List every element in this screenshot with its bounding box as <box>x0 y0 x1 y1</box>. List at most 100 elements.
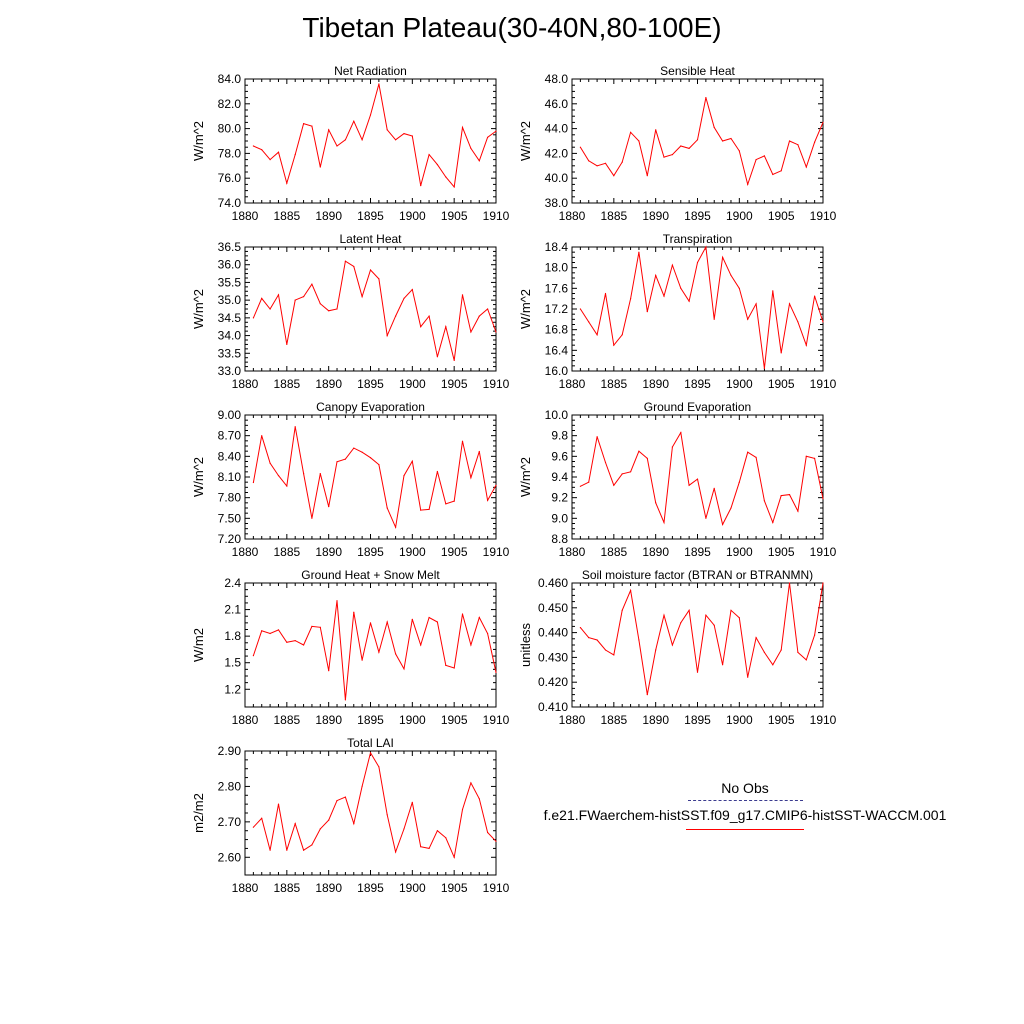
panel-4-data-point <box>630 298 632 300</box>
panel-3-data-point <box>386 335 388 337</box>
panel-2-xtick-label: 1885 <box>600 209 627 223</box>
panel-8-data-point <box>680 622 682 624</box>
panel-6-data-point <box>671 446 674 448</box>
panel-3-data-point <box>428 315 430 317</box>
panel-5-data-point <box>403 475 405 477</box>
panel-5-data-point <box>428 508 430 510</box>
panel-7-data-point <box>353 611 355 613</box>
panel-7-data-point <box>252 655 254 657</box>
panel-3-ytick-label: 35.0 <box>218 293 242 307</box>
panel-6-data-point <box>797 510 799 512</box>
panel-2-data-point <box>671 154 674 156</box>
panel-7-data-point <box>319 626 321 628</box>
panel-2-xtick-label: 1880 <box>559 209 586 223</box>
panel-7-ytick-label: 2.4 <box>224 576 241 590</box>
panel-5-ytick-label: 9.00 <box>218 408 242 422</box>
panel-1-xtick-label: 1890 <box>315 209 342 223</box>
panel-5-data-point <box>369 457 372 459</box>
panel-2-ytick-label: 42.0 <box>545 146 569 160</box>
panel-4-data-point <box>655 274 657 276</box>
panel-4-ytick-label: 18.4 <box>545 240 569 254</box>
panel-3-data-point <box>277 294 280 296</box>
panel-8-data-point <box>596 639 598 641</box>
panel-8-data-point <box>788 582 791 584</box>
panel-1-series-line <box>253 83 497 189</box>
panel-8-title: Soil moisture factor (BTRAN or BTRANMN) <box>582 568 813 582</box>
legend-obs-label: No Obs <box>721 780 769 796</box>
panel-2-ytick-label: 44.0 <box>545 122 569 136</box>
panel-8-xtick-label: 1900 <box>726 713 753 727</box>
panel-2-xtick-label: 1900 <box>726 209 753 223</box>
panel-1-data-point <box>277 151 280 153</box>
panel-2-data-point <box>655 129 657 131</box>
panel-6-data-point <box>655 502 657 504</box>
panel-1-data-point <box>436 164 438 166</box>
panel-3-data-point <box>328 310 330 312</box>
panel-4-ytick-label: 16.4 <box>545 343 569 357</box>
panel-5-xtick-label: 1895 <box>357 545 384 559</box>
panel-3-data-point <box>487 308 489 310</box>
panel-5-data-point <box>353 447 355 449</box>
panel-9-data-point <box>361 785 363 788</box>
panel-4-data-point <box>646 311 648 313</box>
panel-4-data-point <box>680 287 682 289</box>
panel-7-data-point <box>470 644 472 646</box>
panel-2-data-point <box>630 131 632 133</box>
panel-4-data-point <box>763 367 766 369</box>
panel-4-frame <box>571 246 824 372</box>
panel-7-title: Ground Heat + Snow Melt <box>301 568 440 582</box>
panel-9-data-point <box>269 849 271 851</box>
panel-5-xtick-label: 1880 <box>232 545 259 559</box>
panel-4-xtick-label: 1900 <box>726 377 753 391</box>
panel-6-data-point <box>696 478 699 480</box>
panel-6-xtick-label: 1910 <box>810 545 837 559</box>
panel-1-frame <box>244 78 497 204</box>
panel-9-xtick-label: 1910 <box>483 881 510 895</box>
panel-8-data-point <box>822 582 824 584</box>
panel-3-data-point <box>420 326 422 328</box>
panel-9-data-point <box>277 803 280 805</box>
panel-4-ytick-label: 16.0 <box>545 364 569 378</box>
panel-3-xtick-label: 1895 <box>357 377 384 391</box>
panel-7-ylabel: W/m2 <box>191 628 206 662</box>
panel-7-series-line <box>252 600 497 700</box>
panel-5-data-point <box>269 462 271 464</box>
panel-8-ytick-label: 0.450 <box>538 601 568 615</box>
panel-8-data-point <box>705 614 707 616</box>
panel-8-data-point <box>688 609 690 611</box>
panel-5-data-point <box>453 500 455 502</box>
panel-7-data-point <box>344 699 346 701</box>
panel-7-data-point <box>445 664 447 667</box>
panel-8-xtick-label: 1895 <box>684 713 711 727</box>
panel-2-data-point <box>604 162 607 164</box>
panel-1-ylabel: W/m^2 <box>191 121 206 161</box>
panel-7-data-point <box>395 653 397 655</box>
panel-6-data-point <box>596 436 598 438</box>
panel-1-title: Net Radiation <box>334 64 407 78</box>
panel-9-data-point <box>252 826 254 828</box>
panel-6-data-point <box>822 498 824 500</box>
panel-8-data-point <box>646 694 648 696</box>
panel-9-data-point <box>344 796 346 798</box>
panel-6-data-point <box>604 461 607 464</box>
panel-7-data-point <box>461 613 464 615</box>
panel-4-series-line <box>579 245 824 369</box>
panel-5-data-point <box>361 451 363 453</box>
panel-3-title: Latent Heat <box>339 232 402 246</box>
panel-3-data-point <box>436 356 438 358</box>
panel-1-data-point <box>495 130 497 132</box>
panel-5-xtick-label: 1900 <box>399 545 426 559</box>
panel-4-data-point <box>722 256 724 258</box>
panel-6-data-point <box>805 455 807 457</box>
panel-4-data-point <box>638 251 640 253</box>
panel-4-data-point <box>579 308 582 310</box>
panel-9-ytick-label: 2.90 <box>218 744 242 758</box>
panel-3-ytick-label: 34.0 <box>218 329 242 343</box>
panel-6-ytick-label: 9.2 <box>551 491 568 505</box>
panel-1-data-point <box>470 147 472 149</box>
panel-9-ytick-label: 2.70 <box>218 815 242 829</box>
panel-3-data-point <box>311 283 313 285</box>
panel-6-data-point <box>755 456 757 458</box>
panel-3-data-point <box>378 278 380 280</box>
panel-7-data-point <box>478 616 480 619</box>
